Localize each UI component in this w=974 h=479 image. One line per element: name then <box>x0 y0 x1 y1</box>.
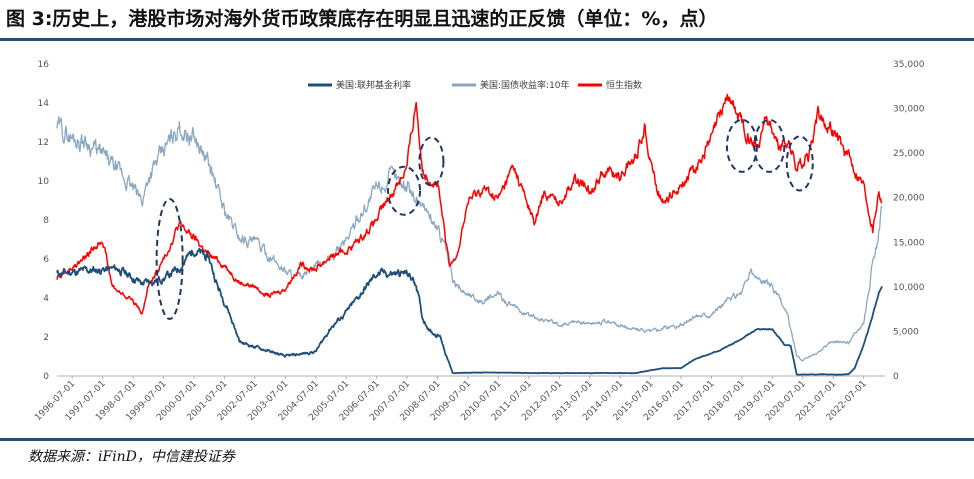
dashed-ellipse-annotation <box>753 118 786 173</box>
left-y-tick-label: 14 <box>38 99 50 109</box>
series-line-hsi <box>56 93 883 315</box>
axes-layer: 0 2 4 6 8 10 12 14 16 0 5,000 10,000 15,000 20,000 25,… <box>33 60 924 423</box>
source-divider <box>0 438 974 441</box>
figure-title: 图 3:历史上，港股市场对海外货币政策底存在明显且迅速的正反馈（单位：%，点） <box>6 8 718 30</box>
dashed-ellipse-annotation <box>387 165 422 216</box>
dashed-ellipse-annotation <box>418 136 445 187</box>
dashed-ellipse-annotation <box>725 118 758 173</box>
right-y-tick-label: 0 <box>893 372 899 382</box>
dashed-ellipse-annotation <box>155 198 184 320</box>
left-y-tick-label: 2 <box>43 333 49 343</box>
series-layer <box>56 93 883 376</box>
title-divider <box>0 38 974 41</box>
left-y-tick-label: 6 <box>43 255 49 265</box>
left-y-tick-label: 16 <box>38 60 50 70</box>
right-y-tick-label: 35,000 <box>893 60 925 70</box>
right-y-tick-label: 30,000 <box>893 105 925 115</box>
chart-legend: 美国:联邦基金利率 美国:国债收益率:10年 恒生指数 <box>308 79 642 91</box>
series-line-fed <box>56 247 883 376</box>
right-y-tick-label: 20,000 <box>893 194 925 204</box>
right-y-tick-label: 5,000 <box>893 327 919 337</box>
left-y-tick-label: 10 <box>38 177 50 187</box>
legend-label-treasury: 美国:国债收益率:10年 <box>480 79 570 91</box>
legend-label-fed: 美国:联邦基金利率 <box>336 79 411 91</box>
left-y-tick-label: 0 <box>43 372 49 382</box>
data-source-note: 数据来源：iFinD，中信建投证券 <box>28 449 235 465</box>
right-y-tick-label: 10,000 <box>893 283 925 293</box>
series-line-treasury <box>56 116 883 362</box>
left-y-tick-label: 4 <box>43 294 49 304</box>
left-y-tick-label: 12 <box>38 138 49 148</box>
left-y-tick-label: 8 <box>43 216 49 226</box>
legend-label-hsi: 恒生指数 <box>606 79 642 91</box>
dashed-ellipse-annotation <box>785 135 814 192</box>
right-y-tick-label: 15,000 <box>893 238 925 248</box>
annotation-layer <box>155 118 814 320</box>
right-y-tick-label: 25,000 <box>893 149 925 159</box>
